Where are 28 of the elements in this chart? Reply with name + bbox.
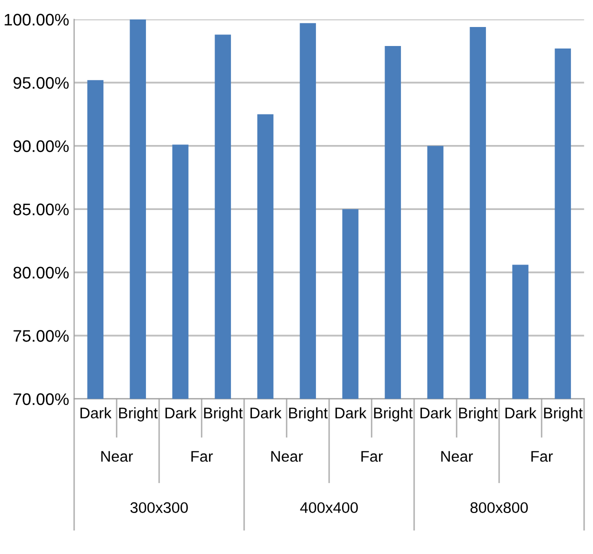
x-tick-label: Bright xyxy=(544,407,583,422)
text: Far xyxy=(361,451,383,462)
y-tick-label: 70.00% xyxy=(14,393,69,406)
x-tick-label: Dark xyxy=(335,407,367,418)
y-tick-label: 85.00% xyxy=(13,204,69,216)
text: 800x800 xyxy=(470,502,528,514)
x-tick-label: Bright xyxy=(459,407,498,422)
x-tick-label: Dark xyxy=(505,407,537,418)
x-tick-label: Bright xyxy=(204,407,243,422)
y-tick-label: 80.00% xyxy=(13,266,69,279)
x-tick-label: Bright xyxy=(289,407,328,422)
x-tick-label: Dark xyxy=(420,407,452,418)
x-tick-label: Bright xyxy=(119,407,158,422)
y-tick-label: 75.00% xyxy=(14,330,69,342)
x-tick-label: Dark xyxy=(80,407,112,418)
x-tick-label: Bright xyxy=(374,407,413,422)
text: 300x300 xyxy=(130,502,188,514)
text: Near xyxy=(441,451,473,462)
x-tick-label: Dark xyxy=(250,407,282,418)
text: Far xyxy=(531,451,553,462)
text: Near xyxy=(271,451,303,462)
text: Near xyxy=(101,451,133,462)
y-tick-label: 100.00% xyxy=(4,14,69,26)
text: 400x400 xyxy=(300,502,358,514)
text: Far xyxy=(191,451,213,462)
y-tick-label: 95.00% xyxy=(14,77,69,89)
y-tick-label: 90.00% xyxy=(14,140,69,152)
x-tick-label: Dark xyxy=(165,407,197,418)
